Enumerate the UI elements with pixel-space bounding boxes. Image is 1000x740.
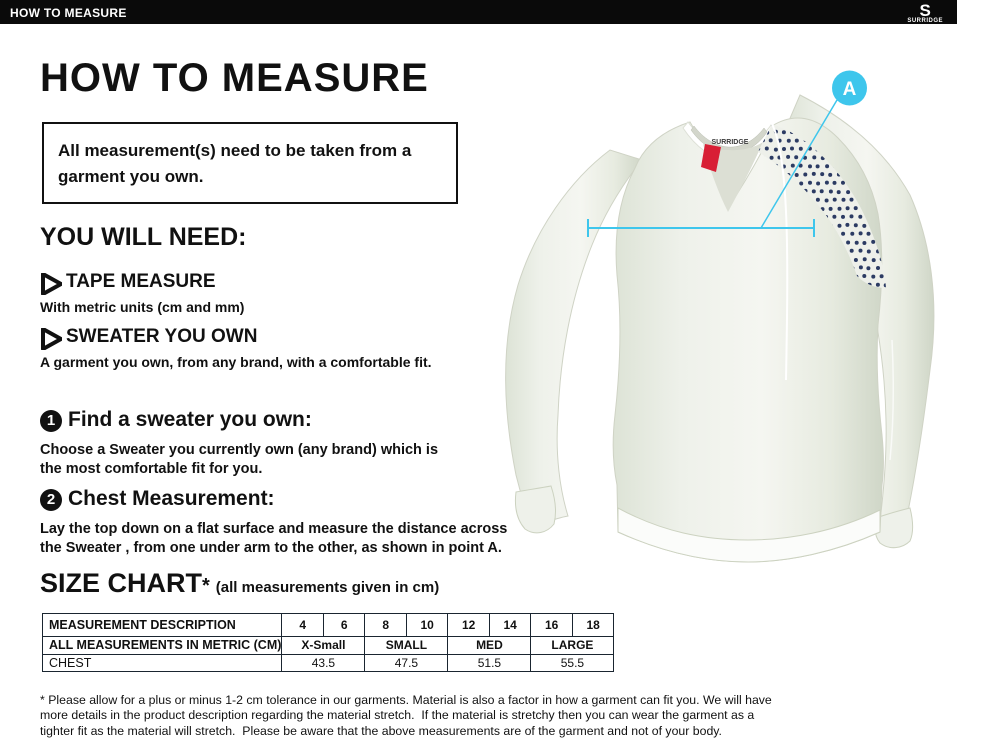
svg-text:SURRIDGE: SURRIDGE [712,139,749,146]
svg-text:A: A [843,79,857,100]
